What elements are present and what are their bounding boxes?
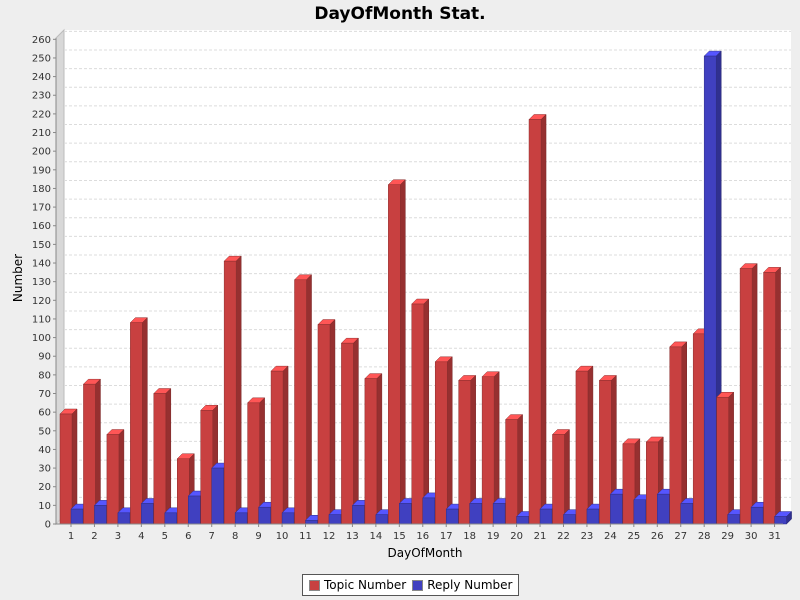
x-tick-label: 31: [768, 531, 781, 542]
x-tick-label: 16: [416, 531, 429, 542]
y-tick-label: 30: [38, 464, 51, 475]
chart-title: DayOfMonth Stat.: [314, 4, 486, 24]
y-tick-label: 250: [32, 53, 51, 64]
x-tick-label: 1: [68, 531, 74, 542]
x-tick-label: 23: [581, 531, 594, 542]
x-tick-label: 5: [162, 531, 168, 542]
y-tick-label: 240: [32, 72, 51, 83]
x-tick-label: 18: [463, 531, 476, 542]
topic-number-bar: [247, 397, 266, 525]
legend-swatch: [309, 579, 320, 591]
x-tick-label: 28: [698, 531, 711, 542]
y-tick-label: 180: [32, 184, 51, 195]
y-tick-label: 100: [32, 333, 51, 344]
topic-number-bar: [669, 341, 688, 525]
x-tick-label: 17: [440, 531, 453, 542]
y-tick-label: 190: [32, 165, 51, 176]
x-tick-label: 12: [323, 531, 336, 542]
x-tick-label: 20: [510, 531, 523, 542]
topic-number-bar: [504, 414, 524, 525]
x-tick-label: 19: [487, 531, 500, 542]
topic-number-bar: [82, 378, 102, 525]
x-tick-label: 3: [115, 531, 121, 542]
y-tick-label: 140: [32, 259, 51, 270]
x-tick-label: 27: [674, 531, 687, 542]
legend: Topic Number Reply Number: [302, 574, 520, 596]
topic-number-bar: [340, 337, 360, 525]
legend-label: Reply Number: [427, 578, 513, 592]
topic-number-bar: [598, 374, 617, 525]
y-tick-label: 200: [32, 147, 51, 158]
y-tick-label: 260: [32, 35, 51, 46]
x-tick-label: 25: [627, 531, 640, 542]
topic-number-bar: [153, 387, 172, 525]
y-axis-label: Number: [11, 254, 25, 302]
x-tick-label: 15: [393, 531, 406, 542]
y-tick-label: 0: [45, 520, 51, 531]
topic-number-bar: [434, 356, 453, 525]
x-tick-label: 11: [299, 531, 312, 542]
x-axis: 1 2 3 4 5 6 7 8 9 10 11 12 13 14 15 16 17 18 19 20 21 22 23 24 2…: [56, 523, 783, 542]
x-tick-label: 14: [370, 531, 383, 542]
topic-number-bar: [575, 365, 594, 525]
topic-number-bar: [551, 428, 571, 525]
y-tick-label: 220: [32, 109, 51, 120]
y-tick-label: 120: [32, 296, 51, 307]
y-tick-label: 20: [38, 482, 51, 493]
y-tick-label: 110: [32, 314, 51, 325]
x-tick-label: 13: [346, 531, 359, 542]
y-tick-label: 130: [32, 277, 51, 288]
x-tick-label: 21: [534, 531, 547, 542]
y-tick-label: 160: [32, 221, 51, 232]
topic-number-bar: [59, 408, 78, 525]
topic-number-bar: [411, 298, 430, 525]
y-tick-label: 10: [38, 501, 51, 512]
legend-item-topic-number: Topic Number: [309, 578, 406, 592]
y-tick-label: 230: [32, 91, 51, 102]
y-tick-label: 150: [32, 240, 51, 251]
topic-number-bar: [762, 266, 782, 525]
y-axis: 0 10 20 30 40 50 60 70 80 90 100 110 120 130 140 150 160…: [32, 35, 57, 531]
y-tick-label: 50: [38, 426, 51, 437]
x-tick-label: 26: [651, 531, 664, 542]
x-tick-label: 9: [255, 531, 261, 542]
legend-swatch: [412, 579, 424, 591]
y-tick-label: 70: [38, 389, 51, 400]
topic-number-bar: [364, 372, 383, 525]
x-tick-label: 22: [557, 531, 570, 542]
x-tick-label: 4: [138, 531, 144, 542]
x-axis-label: DayOfMonth: [388, 546, 463, 560]
legend-label: Topic Number: [324, 578, 407, 592]
y-tick-label: 80: [38, 370, 51, 381]
topic-number-bar: [270, 365, 289, 525]
topic-number-bar: [106, 428, 125, 525]
y-tick-label: 40: [38, 445, 51, 456]
topic-number-bar: [293, 274, 313, 525]
x-tick-label: 30: [745, 531, 758, 542]
topic-number-bar: [223, 255, 242, 525]
topic-number-bar: [129, 317, 148, 525]
x-tick-label: 8: [232, 531, 238, 542]
x-tick-label: 2: [91, 531, 97, 542]
y-tick-label: 170: [32, 203, 51, 214]
y-tick-label: 60: [38, 408, 51, 419]
topic-number-bar: [387, 179, 406, 525]
legend-item-reply-number: Reply Number: [412, 578, 512, 592]
reply-number-bar: [703, 50, 722, 525]
topic-number-bar: [528, 113, 547, 525]
topic-number-bar: [716, 391, 735, 525]
topic-number-bar: [317, 318, 336, 525]
topic-number-bar: [458, 374, 477, 525]
bars: [59, 50, 793, 525]
y-tick-label: 90: [38, 352, 51, 363]
topic-number-bar: [739, 263, 758, 525]
y-tick-label: 210: [32, 128, 51, 139]
x-tick-label: 10: [276, 531, 289, 542]
x-tick-label: 24: [604, 531, 617, 542]
x-tick-label: 29: [721, 531, 734, 542]
x-tick-label: 6: [185, 531, 191, 542]
reply-number-bar: [773, 510, 793, 525]
x-tick-label: 7: [209, 531, 215, 542]
